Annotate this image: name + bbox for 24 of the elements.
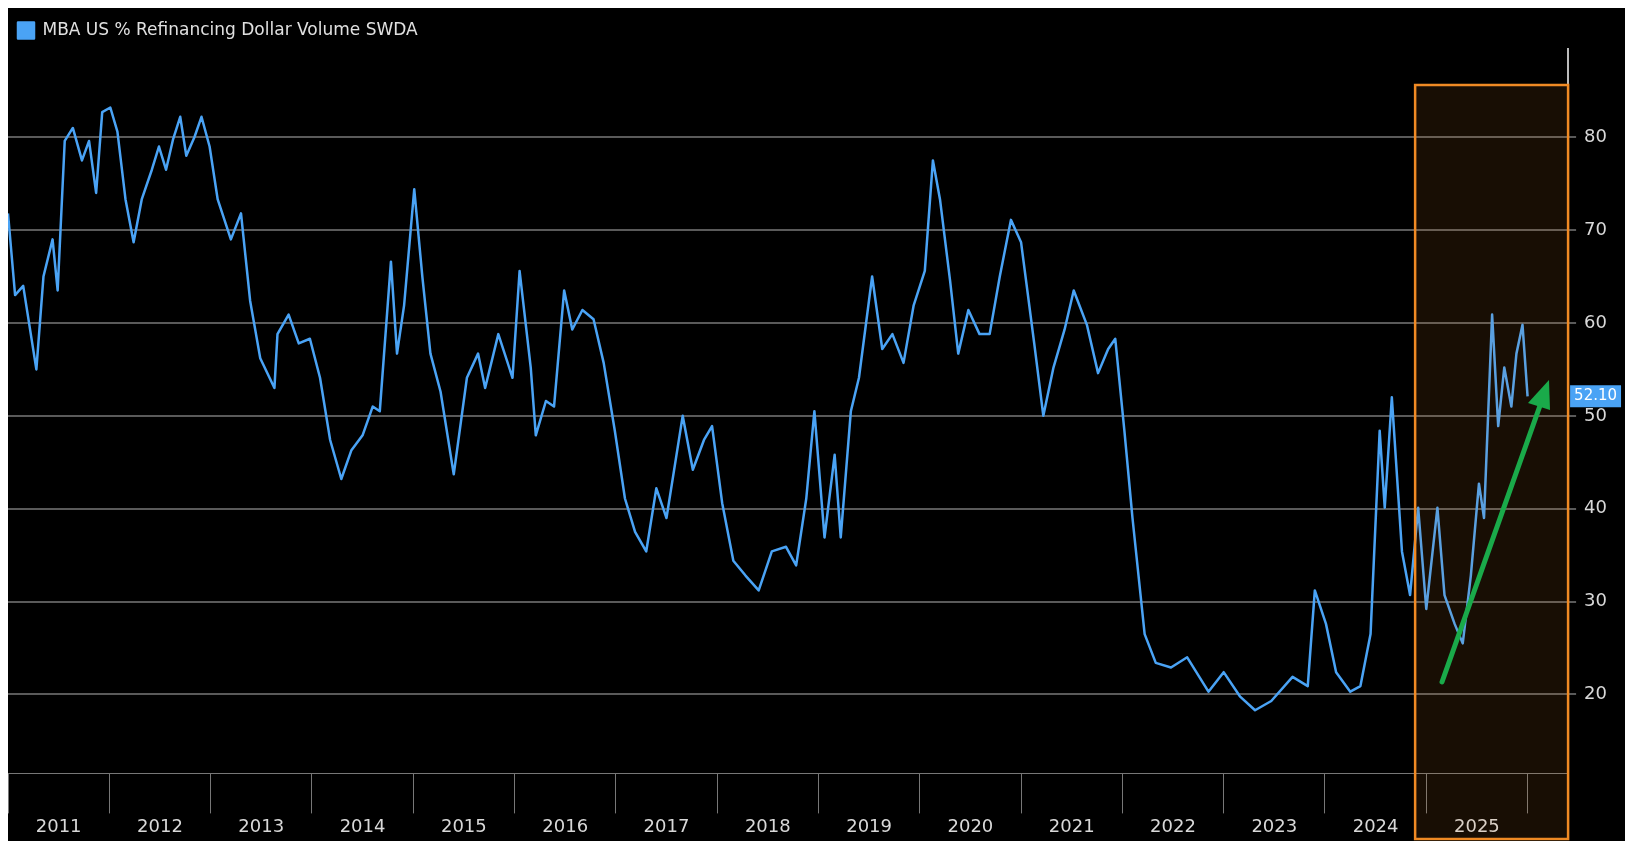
- x-tick-label: 2019: [846, 814, 892, 836]
- legend-label: MBA US % Refinancing Dollar Volume SWDA: [42, 18, 419, 39]
- x-tick-label: 2012: [137, 814, 183, 836]
- x-tick-label: 2016: [542, 814, 589, 836]
- y-tick-label: 70: [1584, 217, 1607, 239]
- text: 52.10: [1574, 386, 1618, 405]
- y-tick-label: 80: [1584, 124, 1607, 146]
- x-tick-label: 2022: [1150, 814, 1196, 836]
- x-tick-label: 2014: [339, 814, 386, 836]
- x-tick-label: 2023: [1251, 814, 1298, 836]
- x-tick-label: 2017: [643, 814, 690, 836]
- y-tick-label: 20: [1584, 682, 1607, 704]
- y-tick-label: 30: [1584, 589, 1607, 611]
- x-tick-label: 2013: [238, 814, 285, 836]
- x-tick-label: 2015: [440, 814, 487, 836]
- x-tick-label: 2020: [947, 814, 994, 836]
- y-tick-label: 60: [1584, 310, 1607, 332]
- x-tick-label: 2018: [744, 814, 791, 836]
- x-tick-label: 2024: [1352, 814, 1399, 836]
- y-tick-label: 40: [1584, 496, 1607, 518]
- x-tick-label: 2011: [35, 814, 82, 836]
- x-tick-label: 2025: [1454, 814, 1500, 836]
- y-tick-label: 50: [1584, 403, 1607, 425]
- x-tick-label: 2021: [1048, 814, 1095, 836]
